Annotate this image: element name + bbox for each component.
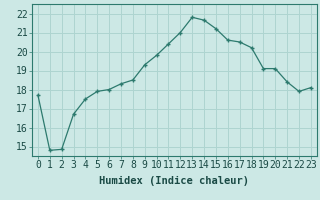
- X-axis label: Humidex (Indice chaleur): Humidex (Indice chaleur): [100, 176, 249, 186]
